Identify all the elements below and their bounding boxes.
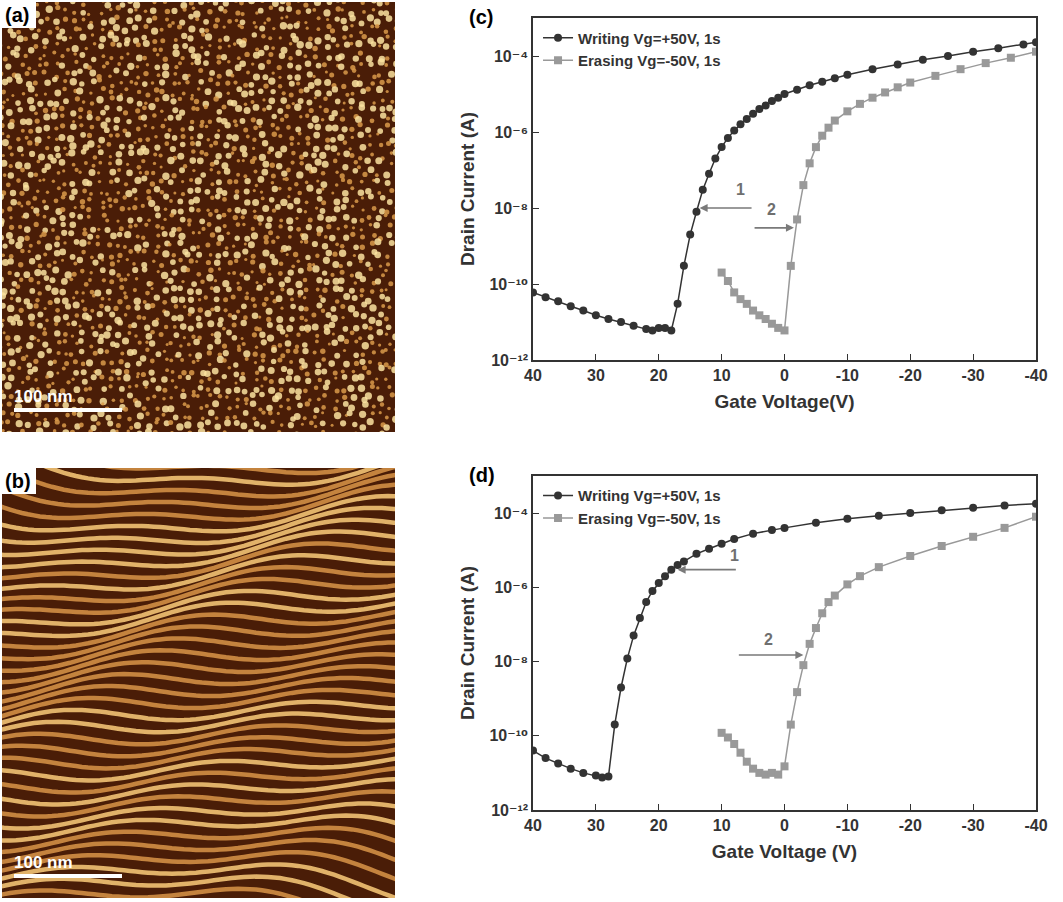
svg-text:10⁻⁸: 10⁻⁸: [494, 653, 528, 670]
svg-text:(a): (a): [5, 4, 29, 26]
svg-text:1: 1: [736, 181, 745, 198]
svg-text:100 nm: 100 nm: [14, 387, 73, 406]
svg-text:Gate Voltage (V): Gate Voltage (V): [712, 841, 857, 862]
svg-text:-20: -20: [899, 367, 922, 384]
svg-text:10: 10: [713, 817, 731, 834]
svg-text:Erasing Vg=-50V, 1s: Erasing Vg=-50V, 1s: [578, 52, 720, 69]
svg-text:10⁻⁴: 10⁻⁴: [494, 505, 528, 522]
svg-text:Gate Voltage(V): Gate Voltage(V): [714, 391, 854, 412]
svg-text:Drain Current (A): Drain Current (A): [457, 112, 478, 266]
svg-text:10⁻⁴: 10⁻⁴: [494, 48, 528, 65]
svg-text:10⁻⁶: 10⁻⁶: [494, 124, 528, 141]
svg-text:10⁻¹⁰: 10⁻¹⁰: [489, 727, 528, 744]
svg-text:-30: -30: [962, 817, 985, 834]
svg-text:2: 2: [764, 631, 773, 648]
svg-text:10⁻¹²: 10⁻¹²: [491, 352, 528, 369]
svg-text:10: 10: [713, 367, 731, 384]
svg-text:-40: -40: [1024, 367, 1047, 384]
svg-text:(c): (c): [469, 6, 493, 28]
svg-text:10⁻⁶: 10⁻⁶: [494, 579, 528, 596]
svg-text:40: 40: [524, 367, 542, 384]
svg-text:40: 40: [524, 817, 542, 834]
svg-text:(d): (d): [469, 464, 495, 486]
svg-text:1: 1: [730, 547, 739, 564]
svg-text:Writing Vg=+50V, 1s: Writing Vg=+50V, 1s: [578, 30, 721, 47]
svg-text:100 nm: 100 nm: [14, 853, 73, 872]
svg-text:-20: -20: [899, 817, 922, 834]
svg-text:20: 20: [650, 817, 668, 834]
svg-text:-40: -40: [1024, 817, 1047, 834]
svg-text:Drain Current (A): Drain Current (A): [457, 566, 478, 720]
svg-text:10⁻¹²: 10⁻¹²: [491, 802, 528, 819]
svg-text:Writing Vg=+50V, 1s: Writing Vg=+50V, 1s: [578, 487, 721, 504]
svg-text:2: 2: [767, 201, 776, 218]
svg-text:0: 0: [780, 367, 789, 384]
svg-text:-10: -10: [836, 367, 859, 384]
svg-text:10⁻¹⁰: 10⁻¹⁰: [489, 276, 528, 293]
svg-text:30: 30: [587, 817, 605, 834]
svg-text:Erasing Vg=-50V, 1s: Erasing Vg=-50V, 1s: [578, 510, 720, 527]
svg-text:-30: -30: [962, 367, 985, 384]
svg-text:(b): (b): [5, 470, 31, 492]
svg-text:30: 30: [587, 367, 605, 384]
svg-text:0: 0: [780, 817, 789, 834]
svg-text:20: 20: [650, 367, 668, 384]
svg-text:-10: -10: [836, 817, 859, 834]
svg-text:10⁻⁸: 10⁻⁸: [494, 200, 528, 217]
